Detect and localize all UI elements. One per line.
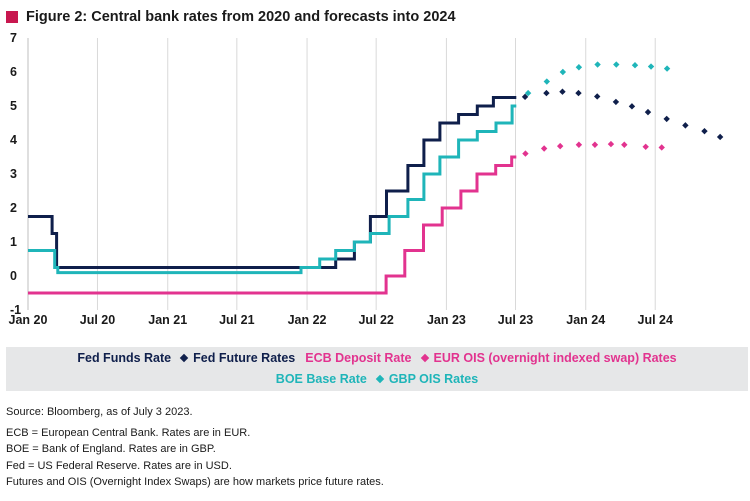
fed-future-rates-point [543, 89, 550, 97]
eur-ois-overnight-indexed-swap-rates-point [607, 140, 615, 148]
fed-future-rates-point [663, 115, 670, 123]
fed-future-rates-point [701, 127, 708, 135]
y-tick-label: 5 [10, 99, 17, 113]
legend-row-2: BOE Base Rate GBP OIS Rates [6, 372, 748, 386]
title-accent-square [6, 11, 18, 23]
gbp-ois-rates-point [613, 61, 620, 68]
y-tick-label: 7 [10, 31, 17, 45]
note-line-boe: BOE = Bank of England. Rates are in GBP. [6, 443, 216, 455]
y-tick-label: 2 [10, 201, 17, 215]
eur-ois-overnight-indexed-swap-rates-point [642, 143, 649, 150]
chart-legend: Fed Funds Rate Fed Future Rates ECB Deposi… [6, 347, 748, 391]
eur-ois-overnight-indexed-swap-rates-point [621, 141, 628, 148]
y-tick-label: 4 [10, 133, 17, 147]
y-tick-label: 1 [10, 235, 17, 249]
eur-ois-overnight-indexed-swap-rates-point [540, 145, 548, 152]
y-tick-label: 6 [10, 65, 17, 79]
chart-series [28, 61, 724, 295]
gbp-ois-rates-point [647, 63, 655, 70]
chart-tick-labels: Jan 20 Jul 20 Jan 21 Jul 21 Jan 22 Jul 22 Jan … [9, 31, 673, 327]
x-tick-label: Jan 22 [288, 313, 327, 327]
figure-title-row: Figure 2: Central bank rates from 2020 a… [6, 8, 456, 26]
x-tick-label: Jan 23 [427, 313, 466, 327]
legend-diamond-icon [420, 353, 429, 363]
x-tick-label: Jul 20 [80, 313, 115, 327]
chart-gridlines [27, 38, 656, 310]
legend-item: Fed Future Rates [179, 351, 296, 365]
fed-future-rates-point [594, 93, 601, 100]
note-line-fed: Fed = US Federal Reserve. Rates are in U… [6, 459, 232, 472]
x-tick-label: Jan 20 [9, 313, 48, 327]
x-tick-label: Jul 24 [638, 313, 673, 327]
figure-title: Figure 2: Central bank rates from 2020 a… [26, 9, 456, 25]
note-line-ecb: ECB = European Central Bank. Rates are i… [6, 426, 251, 439]
gbp-ois-rates-point [543, 78, 551, 85]
legend-diamond-icon [179, 353, 189, 363]
x-tick-label: Jul 21 [219, 313, 254, 327]
legend-label: BOE Base Rate [275, 372, 367, 386]
y-tick-label: 3 [10, 167, 17, 181]
gbp-ois-rates-point [575, 64, 583, 71]
gbp-ois-rates-point [559, 68, 567, 76]
eur-ois-overnight-indexed-swap-rates-point [591, 141, 599, 148]
gbp-ois-rates-point [663, 65, 671, 72]
eur-ois-overnight-indexed-swap-rates-point [522, 150, 529, 157]
legend-item: Fed Funds Rate [77, 351, 171, 365]
fed-funds-rate-line [28, 96, 517, 269]
gbp-ois-rates-point [594, 61, 601, 68]
fed-future-rates-point [612, 98, 620, 106]
x-tick-label: Jan 24 [566, 313, 605, 327]
fed-future-rates-point [628, 103, 636, 110]
rates-line-chart: Jan 20 Jul 20 Jan 21 Jul 21 Jan 22 Jul 22 Jan … [9, 31, 724, 327]
fed-future-rates-point [521, 93, 529, 101]
legend-label: EUR OIS (overnight indexed swap) Rates [433, 351, 677, 365]
x-tick-label: Jul 22 [358, 313, 393, 327]
source-note: Source: Bloomberg, as of July 3 2023. [6, 406, 193, 418]
legend-label: GBP OIS Rates [388, 372, 479, 386]
gbp-ois-rates-point [524, 89, 532, 97]
legend-item: EUR OIS (overnight indexed swap) Rates [420, 351, 677, 365]
legend-label: ECB Deposit Rate [305, 351, 412, 365]
ecb-deposit-rate-line [28, 155, 517, 295]
x-tick-label: Jan 21 [148, 313, 187, 327]
legend-diamond-icon [375, 374, 385, 384]
eur-ois-overnight-indexed-swap-rates-point [575, 141, 583, 148]
legend-label: Fed Future Rates [193, 351, 296, 365]
gbp-ois-rates-point [631, 62, 639, 69]
fed-future-rates-point [644, 108, 652, 116]
legend-label: Fed Funds Rate [77, 351, 172, 365]
boe-base-rate-line [28, 104, 517, 275]
legend-row-1: Fed Funds Rate Fed Future Rates ECB Deposi… [6, 351, 748, 365]
y-tick-label: 0 [10, 269, 17, 283]
fed-future-rates-point [682, 122, 689, 129]
fed-future-rates-point [716, 133, 724, 141]
fed-future-rates-point [575, 89, 582, 97]
x-tick-label: Jul 23 [498, 313, 533, 327]
eur-ois-overnight-indexed-swap-rates-point [658, 144, 665, 151]
eur-ois-overnight-indexed-swap-rates-point [556, 142, 564, 150]
legend-item: BOE Base Rate [276, 372, 367, 386]
legend-item: GBP OIS Rates [375, 372, 479, 386]
note-line-futures: Futures and OIS (Overnight Index Swaps) … [6, 476, 384, 488]
chart-notes: Source: Bloomberg, as of July 3 2023. EC… [6, 404, 384, 491]
legend-item: ECB Deposit Rate [305, 351, 411, 365]
y-tick-label: -1 [10, 303, 21, 317]
fed-future-rates-point [559, 88, 566, 95]
